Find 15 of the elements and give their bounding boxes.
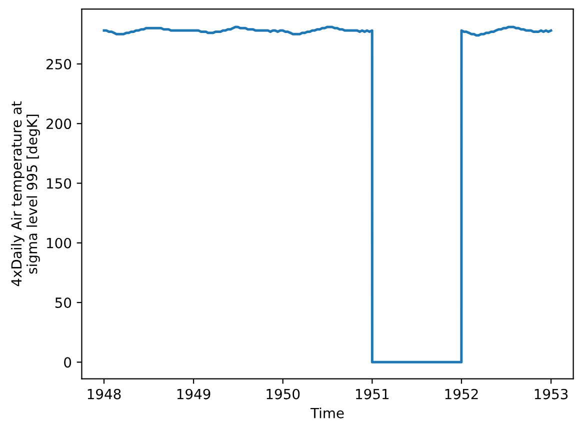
x-tick-label: 1948	[88, 388, 121, 400]
y-tick-label: 100	[47, 238, 72, 248]
x-axis-title: Time	[310, 408, 344, 418]
x-tick-label: 1951	[356, 388, 389, 400]
x-tick-label: 1949	[177, 388, 210, 400]
x-tick-label: 1950	[266, 388, 300, 400]
y-tick-label: 150	[47, 178, 72, 189]
line-series	[102, 26, 552, 364]
x-tick-label: 1953	[534, 388, 568, 400]
y-tick-label: 250	[46, 58, 72, 70]
y-tick-label: 50	[55, 297, 72, 308]
y-tick-label: 200	[46, 118, 72, 130]
x-tick-label: 1952	[445, 388, 478, 400]
y-axis-title: 4xDaily Air temperature at sigma level 995 [degK]	[10, 101, 40, 286]
y-tick-label: 0	[64, 357, 72, 368]
